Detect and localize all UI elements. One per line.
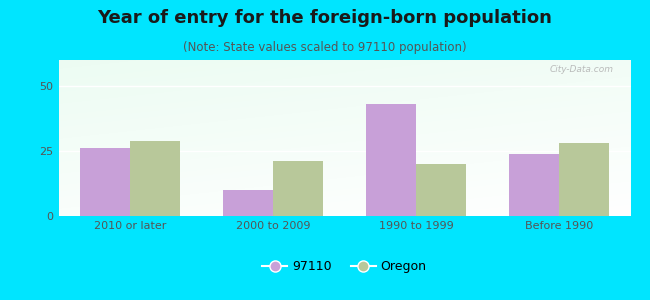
Bar bbox=[509, 154, 559, 216]
Bar bbox=[366, 104, 416, 216]
Bar bbox=[273, 161, 323, 216]
Bar bbox=[130, 141, 180, 216]
Text: City-Data.com: City-Data.com bbox=[549, 65, 614, 74]
Legend: 97110, Oregon: 97110, Oregon bbox=[257, 255, 432, 278]
Text: Year of entry for the foreign-born population: Year of entry for the foreign-born popul… bbox=[98, 9, 552, 27]
Bar bbox=[559, 143, 609, 216]
Bar bbox=[223, 190, 273, 216]
Bar bbox=[416, 164, 466, 216]
Text: (Note: State values scaled to 97110 population): (Note: State values scaled to 97110 popu… bbox=[183, 40, 467, 53]
Bar bbox=[80, 148, 130, 216]
